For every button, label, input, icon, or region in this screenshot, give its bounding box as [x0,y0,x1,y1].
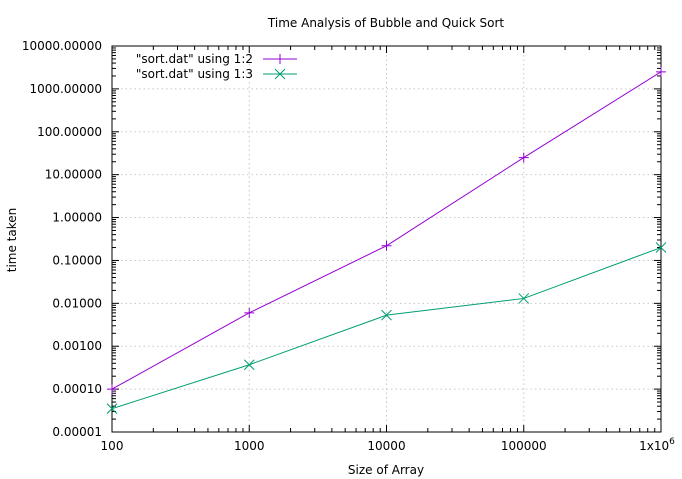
legend: "sort.dat" using 1:2"sort.dat" using 1:3 [136,52,297,81]
y-tick-label: 0.00001 [52,425,102,439]
y-tick-label: 0.00010 [52,382,102,396]
y-tick-label: 0.01000 [52,296,102,310]
legend-marker [274,68,286,80]
data-point [381,240,392,251]
series-1 [107,66,666,395]
grid [112,46,661,432]
data-point [381,309,392,321]
plot-frame [111,45,662,433]
data-point [244,307,255,318]
data-point [106,403,118,415]
data-point [518,293,530,304]
y-tick-label: 0.10000 [52,253,102,267]
axis-ticks [111,45,662,433]
series-layer [106,66,667,415]
data-point [107,384,117,395]
data-point [518,152,529,163]
x-tick-label: 100000 [501,439,547,453]
x-tick-label: 100 [101,439,124,453]
y-tick-label: 0.00100 [52,339,102,353]
legend-label: "sort.dat" using 1:3 [136,67,253,81]
y-tick-label: 100.00000 [37,125,102,139]
legend-label: "sort.dat" using 1:2 [136,52,253,66]
series-2 [106,242,667,415]
data-point [656,66,666,77]
y-tick-label: 1.00000 [52,211,102,225]
y-tick-label: 1000.00000 [29,82,102,96]
x-axis-label: Size of Array [348,463,424,477]
y-tick-labels: 0.00001 0.00010 0.00100 0.01000 0.10000 1.000… [22,39,102,439]
y-axis-label: time taken [5,208,19,273]
x-tick-label: 1000 [234,439,265,453]
x-tick-labels: 100 1000 10000 100000 1x106 [101,437,676,453]
x-tick-label: 10000 [367,439,405,453]
data-point [243,359,255,371]
y-tick-label: 10.00000 [45,168,102,182]
x-tick-label: 1x106 [639,437,675,453]
y-tick-label: 10000.00000 [22,39,102,53]
legend-marker [275,54,285,64]
chart-title: Time Analysis of Bubble and Quick Sort [267,16,504,30]
data-point [655,242,667,253]
